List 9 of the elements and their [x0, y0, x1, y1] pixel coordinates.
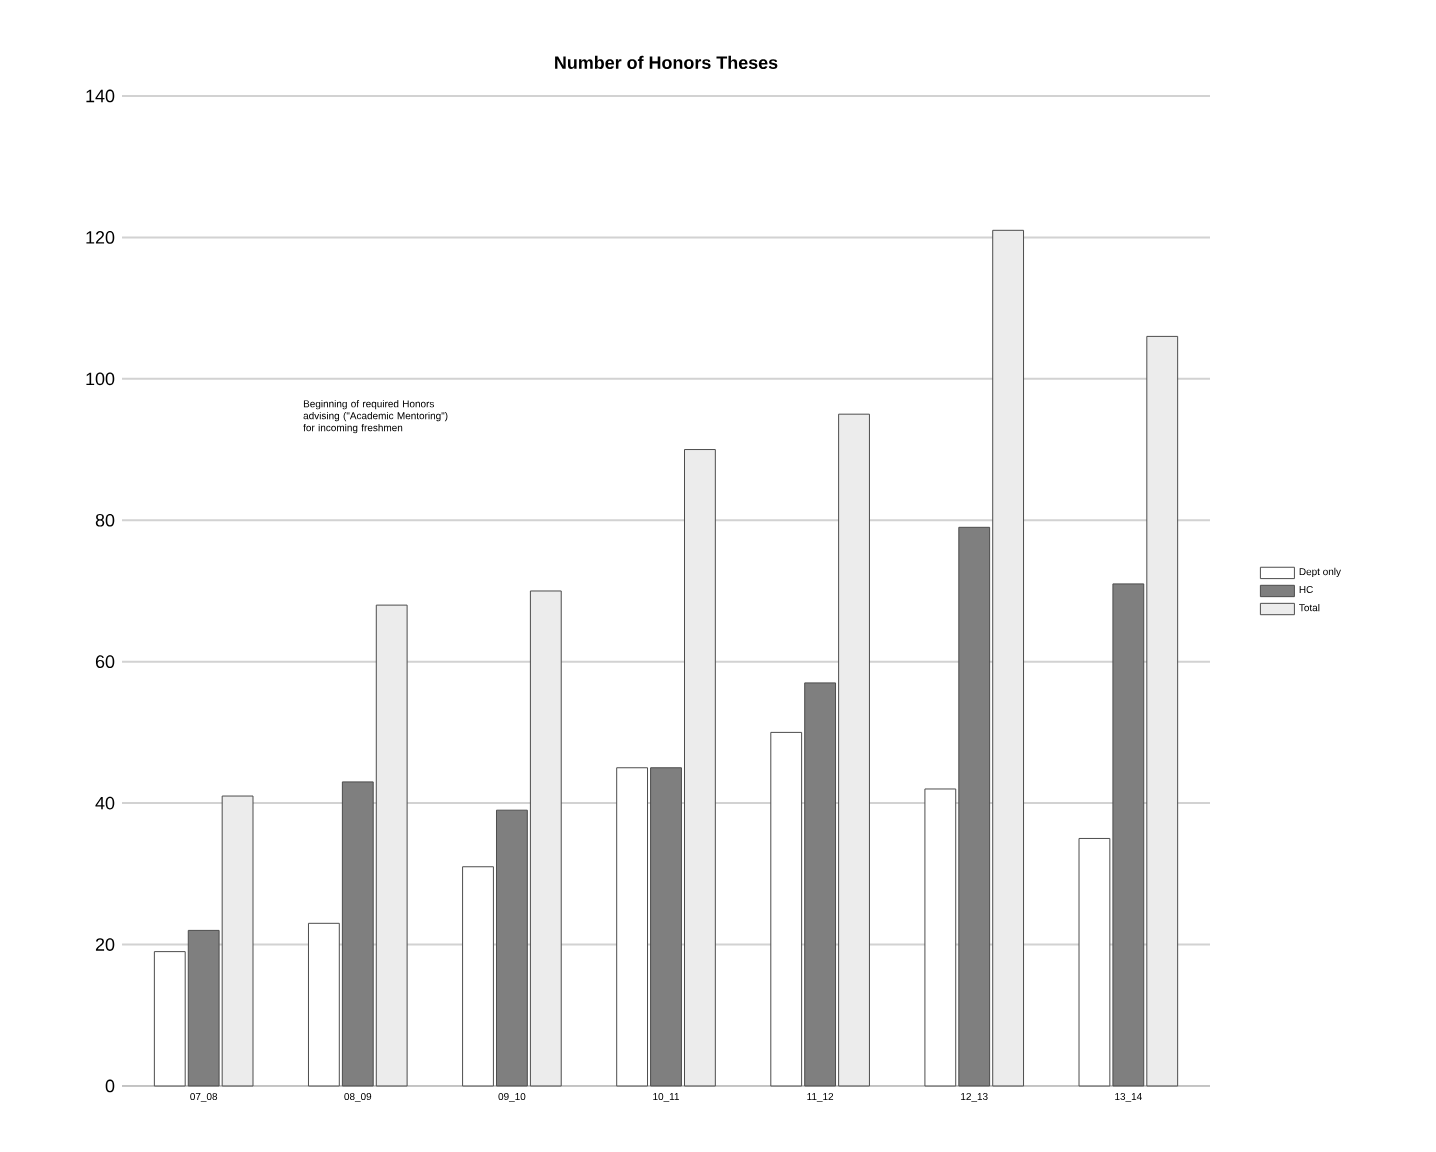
- y-tick-label: 60: [95, 655, 115, 669]
- y-tick-label: 120: [86, 231, 115, 244]
- chart-title: Number of Honors Theses: [555, 55, 778, 69]
- y-tick-label: 0: [105, 1079, 115, 1093]
- y-tick-label: 140: [86, 89, 115, 103]
- y-tick-label: 20: [95, 938, 115, 951]
- y-tick-label: 80: [95, 513, 115, 527]
- y-tick-label: 100: [86, 372, 115, 386]
- y-tick-label: 40: [95, 796, 115, 810]
